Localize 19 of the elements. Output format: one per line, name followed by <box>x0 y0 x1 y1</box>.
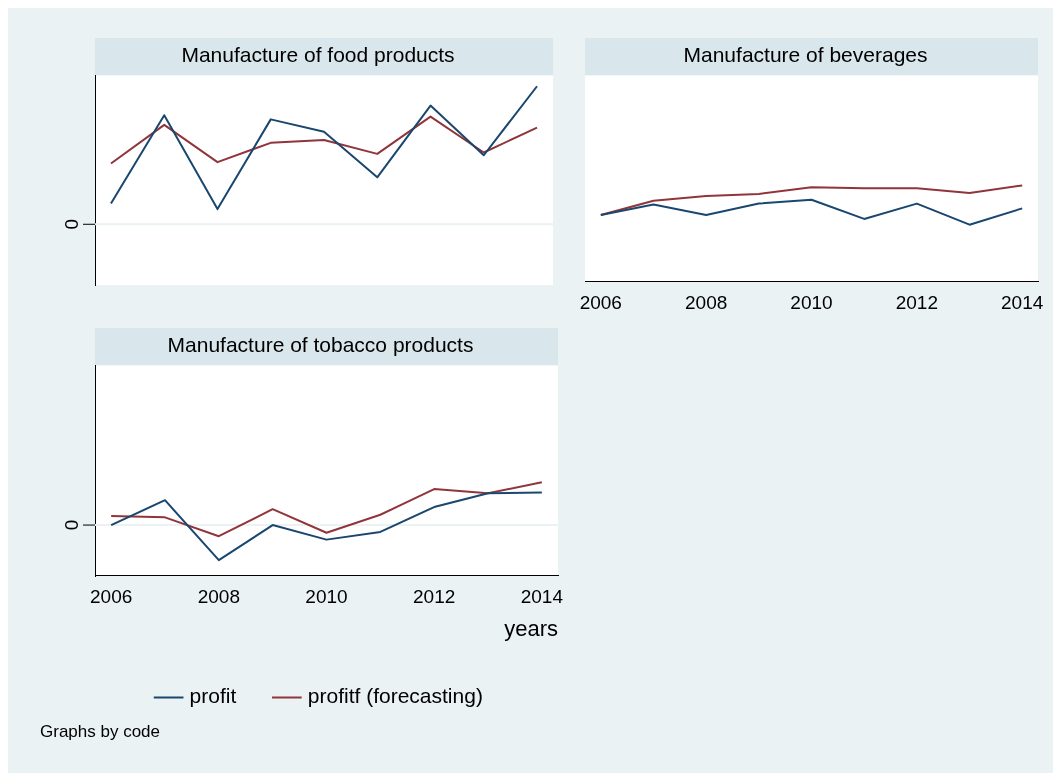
x-tick-label: 2006 <box>90 586 133 608</box>
x-tick-label: 2012 <box>895 291 938 313</box>
x-tick-label: 2014 <box>1001 291 1044 313</box>
x-tick-label: 2008 <box>197 586 240 608</box>
ref-line-label: 0 <box>61 218 83 230</box>
x-tick-label: 2010 <box>305 586 348 608</box>
x-tick-label: 2010 <box>790 291 833 313</box>
ref-line-label: 0 <box>61 519 83 531</box>
chart-title: Manufacture of tobacco products <box>167 333 474 357</box>
chart-title: Manufacture of beverages <box>683 43 928 67</box>
x-axis-title: years <box>504 615 558 641</box>
x-tick-label: 2014 <box>520 586 564 608</box>
x-tick-label: 2012 <box>413 586 456 608</box>
x-tick-label: 2006 <box>579 291 622 313</box>
legend-label: profit <box>189 684 237 708</box>
x-tick-label: 2008 <box>685 291 728 313</box>
chart-title: Manufacture of food products <box>181 43 455 67</box>
text: Graphs by code <box>40 722 161 742</box>
legend-label: profitf (forecasting) <box>307 684 483 708</box>
